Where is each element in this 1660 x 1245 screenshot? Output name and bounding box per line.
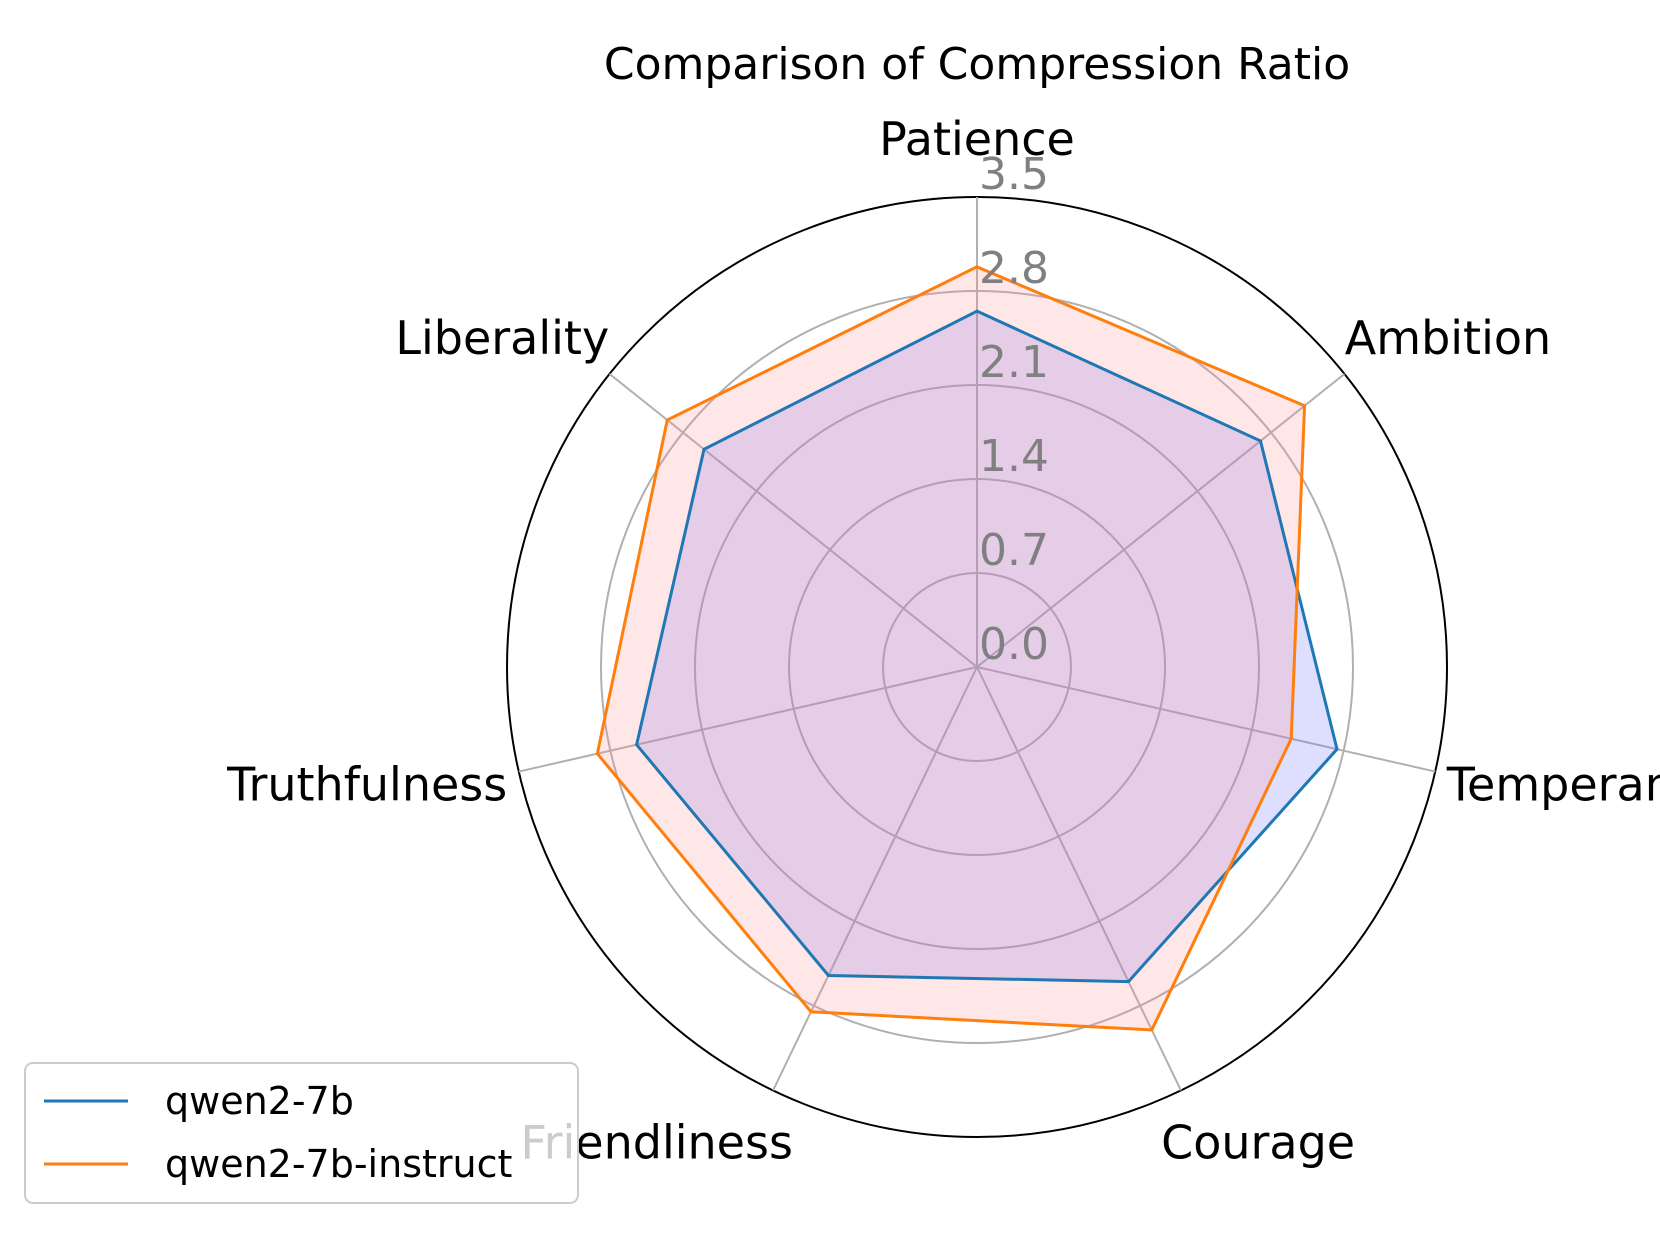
grid [506, 196, 1448, 1138]
category-label: Ambition [1345, 311, 1551, 365]
radial-tick-label: 0.0 [979, 619, 1049, 670]
radial-tick-label: 3.5 [979, 149, 1049, 200]
category-label: Patience [879, 112, 1075, 166]
category-label: Courage [1161, 1116, 1355, 1170]
series-fills [597, 266, 1338, 1030]
category-label: Temperance [1446, 757, 1660, 811]
radial-tick-label: 0.7 [979, 525, 1049, 576]
radial-tick-label: 1.4 [979, 431, 1049, 482]
legend-label: qwen2-7b [165, 1079, 354, 1123]
series-line-qwen2-7b [634, 309, 1339, 984]
grid-spoke [976, 666, 1182, 1091]
legend: qwen2-7b qwen2-7b-instruct [24, 1062, 579, 1204]
grid-spoke [608, 373, 978, 668]
legend-label: qwen2-7b-instruct [165, 1142, 512, 1186]
series-line-qwen2-7b-instruct [595, 265, 1307, 1032]
grid-spoke [518, 666, 978, 773]
legend-box [24, 1062, 579, 1204]
category-label: Truthfulness [226, 757, 507, 811]
series-fill-qwen2-7b [636, 311, 1338, 982]
chart-title: Comparison of Compression Ratio [604, 39, 1350, 90]
radial-tick-labels: 0.0 0.7 1.4 2.1 2.8 3.5 [979, 149, 1049, 670]
radial-tick-label: 2.8 [979, 243, 1049, 294]
category-label: Liberality [395, 311, 609, 365]
series-lines [595, 265, 1339, 1032]
grid-spoke [976, 666, 1436, 773]
radial-tick-label: 2.1 [979, 337, 1049, 388]
grid-spoke [976, 373, 1346, 668]
grid-spoke [772, 666, 978, 1091]
series-fill-qwen2-7b-instruct [597, 266, 1305, 1030]
